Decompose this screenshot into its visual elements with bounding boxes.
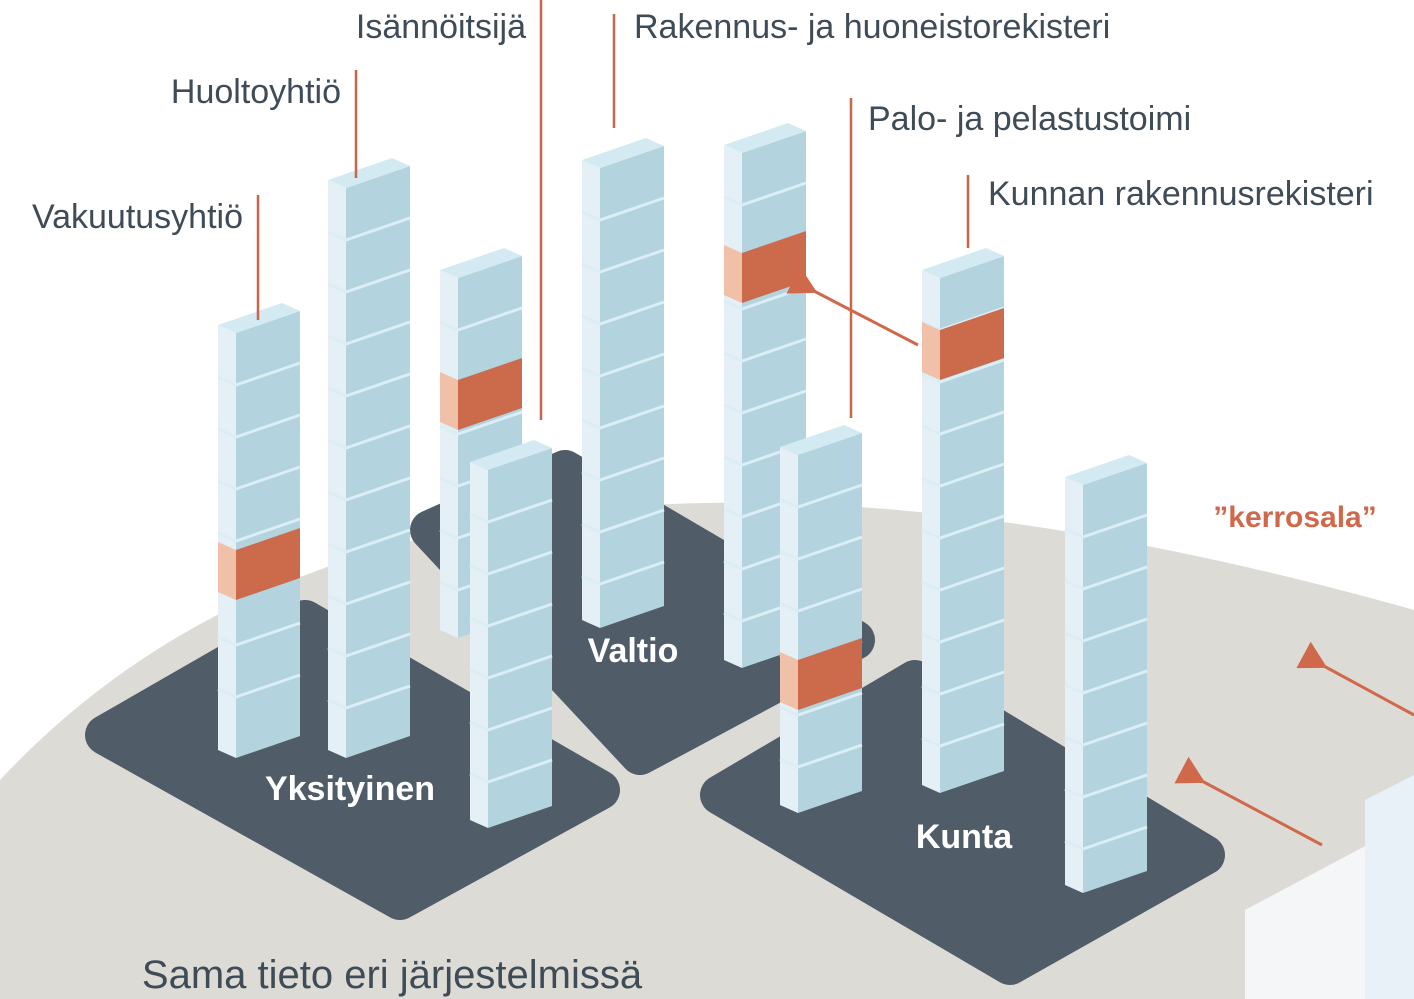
column-left — [328, 180, 346, 758]
highlight-left — [922, 322, 940, 380]
column-right — [600, 146, 664, 628]
platform-label: Kunta — [916, 818, 1013, 856]
platform-label: Yksityinen — [265, 770, 435, 808]
highlight-left — [440, 372, 458, 430]
system-label: Kunnan rakennusrekisteri — [988, 175, 1374, 213]
system-label: Isännöitsijä — [356, 8, 526, 46]
highlight-left — [780, 652, 798, 710]
highlight-left — [724, 245, 742, 303]
platform-label: Valtio — [588, 632, 679, 670]
column-left — [582, 160, 600, 628]
system-label: Vakuutusyhtiö — [32, 198, 243, 236]
arrow — [812, 290, 918, 345]
highlight-left — [218, 542, 236, 600]
system-label: Palo- ja pelastustoimi — [868, 100, 1191, 138]
column-right — [346, 166, 410, 758]
illustration: Isännöitsijä Rakennus- ja huoneistorekis… — [0, 0, 1414, 999]
system-label: Huoltoyhtiö — [171, 73, 341, 111]
document-sheet — [1365, 775, 1414, 999]
caption: Sama tieto eri järjestelmissä — [142, 953, 643, 997]
highlight-label: ”kerrosala” — [1213, 501, 1376, 534]
system-label: Rakennus- ja huoneistorekisteri — [634, 8, 1110, 46]
